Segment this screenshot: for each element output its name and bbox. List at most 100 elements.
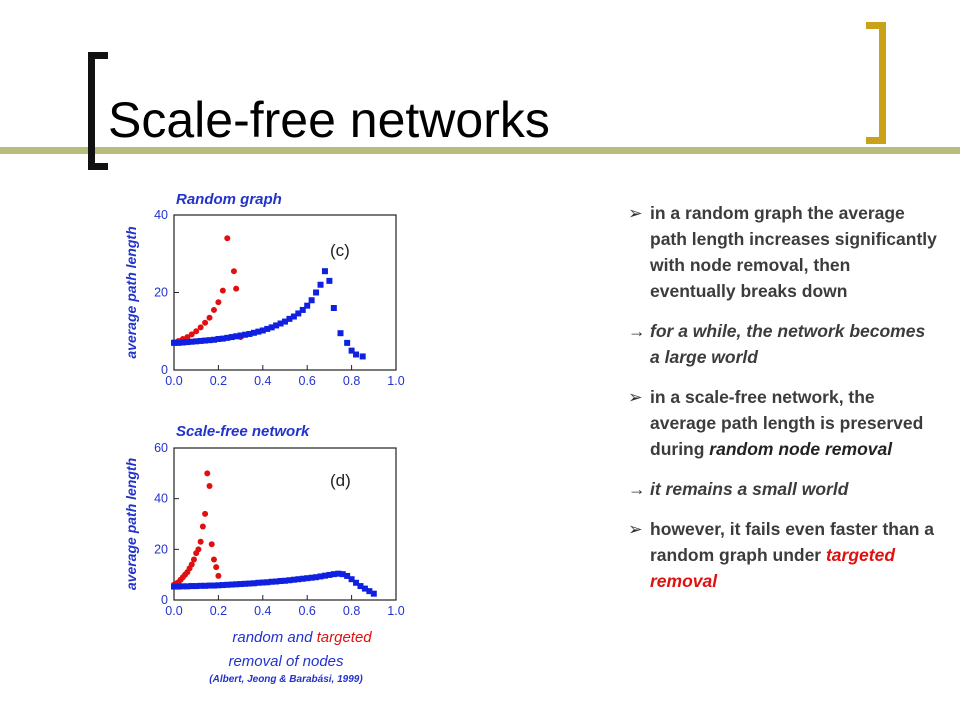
data-point [208, 541, 215, 548]
data-point [321, 268, 328, 275]
data-point [246, 330, 253, 337]
data-point [184, 339, 191, 346]
data-point [197, 337, 204, 344]
data-point [210, 336, 217, 343]
data-point [233, 285, 240, 292]
data-point [242, 331, 249, 338]
data-point [188, 561, 195, 568]
data-point [299, 306, 306, 313]
data-point [339, 571, 346, 578]
data-point [348, 347, 355, 354]
data-point [321, 572, 328, 579]
data-point [326, 571, 333, 578]
data-point [197, 324, 204, 331]
data-point [273, 578, 280, 585]
data-point [202, 510, 209, 517]
data-point [188, 338, 195, 345]
data-point [250, 329, 257, 336]
data-point [206, 314, 213, 321]
y-axis-label: average path length [123, 226, 139, 358]
data-point [237, 332, 244, 339]
data-point [268, 578, 275, 585]
data-point [295, 576, 302, 583]
data-point [206, 337, 213, 344]
data-point [348, 576, 355, 583]
data-point [228, 334, 235, 341]
data-point [171, 339, 177, 346]
x-tick-label: 0.8 [343, 374, 360, 388]
data-point [224, 334, 231, 341]
data-point [370, 590, 377, 597]
data-point [344, 572, 351, 579]
arrow-bullet-icon: ➢ [628, 387, 643, 407]
bullet-item: → it remains a small world [628, 476, 938, 502]
data-point [215, 572, 222, 579]
plot-frame [173, 447, 397, 601]
data-point [299, 575, 306, 582]
data-point [233, 581, 240, 588]
data-point [286, 315, 293, 322]
data-point [357, 583, 364, 590]
data-point [184, 334, 191, 341]
data-point [273, 322, 280, 329]
data-point [213, 564, 220, 571]
data-point [179, 339, 186, 346]
data-point [210, 306, 217, 313]
data-point [344, 339, 351, 346]
data-point [330, 305, 337, 311]
data-point [228, 581, 235, 588]
right-bracket-decoration [866, 22, 886, 144]
data-point [277, 578, 284, 584]
bullet-text: it remains a small world [650, 479, 849, 499]
data-point [215, 299, 222, 306]
y-tick-label: 60 [154, 441, 168, 455]
x-tick-label: 0.4 [254, 374, 271, 388]
data-point [219, 287, 226, 294]
data-point [210, 582, 217, 589]
title-accent-line [0, 147, 960, 154]
data-point [224, 581, 231, 588]
x-tick-label: 0.0 [165, 374, 182, 388]
data-point [317, 573, 324, 580]
x-axis-label-part: targeted [317, 629, 373, 646]
data-point [202, 319, 209, 326]
data-point [219, 582, 226, 589]
data-point [215, 336, 222, 342]
data-point [264, 579, 271, 586]
data-point [290, 576, 297, 583]
x-tick-label: 0.2 [210, 374, 227, 388]
y-tick-label: 0 [161, 363, 168, 377]
bullet-body: in a scale-free network, the average pat… [650, 387, 923, 459]
x-tick-label: 0.4 [254, 604, 271, 618]
data-point [206, 582, 213, 589]
y-tick-label: 20 [154, 286, 168, 300]
page-title: Scale-free networks [108, 92, 550, 148]
bullet-text: however, it fails even faster than a ran… [650, 519, 934, 565]
x-tick-label: 1.0 [387, 604, 404, 618]
data-point [264, 325, 271, 332]
data-point [326, 277, 333, 284]
bullet-item: ➢ in a random graph the average path len… [628, 200, 938, 304]
y-tick-label: 40 [154, 208, 168, 222]
panel-label: (d) [330, 471, 351, 490]
data-point [295, 310, 302, 317]
data-point [184, 583, 191, 590]
x-axis-label-part: random and [232, 629, 316, 646]
right-arrow-icon: → [628, 321, 646, 341]
data-point [308, 297, 315, 304]
data-point [210, 556, 217, 563]
data-point [286, 577, 293, 584]
bullet-text: for a while, the network becomes a large… [650, 321, 926, 367]
y-tick-label: 0 [161, 593, 168, 607]
data-point [237, 581, 244, 588]
data-point [202, 582, 209, 589]
y-tick-label: 20 [154, 542, 168, 556]
data-point [175, 339, 182, 346]
data-point [366, 588, 373, 595]
chart-title: Random graph [176, 191, 282, 208]
x-axis-label: random and targeted [232, 629, 372, 646]
data-point [193, 338, 200, 345]
data-point [282, 577, 288, 584]
data-point [193, 328, 200, 335]
bullet-list: ➢ in a random graph the average path len… [628, 200, 938, 608]
